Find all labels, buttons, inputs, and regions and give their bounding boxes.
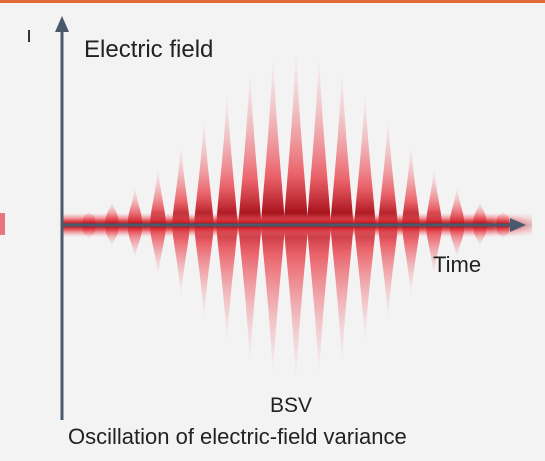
y-axis-label: Electric field bbox=[84, 36, 214, 63]
left-beam-fragment bbox=[0, 213, 5, 235]
left-edge-mark bbox=[28, 30, 30, 42]
diagram-caption: Oscillation of electric-field variance bbox=[68, 424, 407, 449]
top-border bbox=[0, 0, 545, 3]
bsv-label: BSV bbox=[270, 394, 313, 417]
x-axis-arrow bbox=[62, 218, 526, 232]
x-axis-label: Time bbox=[433, 252, 482, 277]
